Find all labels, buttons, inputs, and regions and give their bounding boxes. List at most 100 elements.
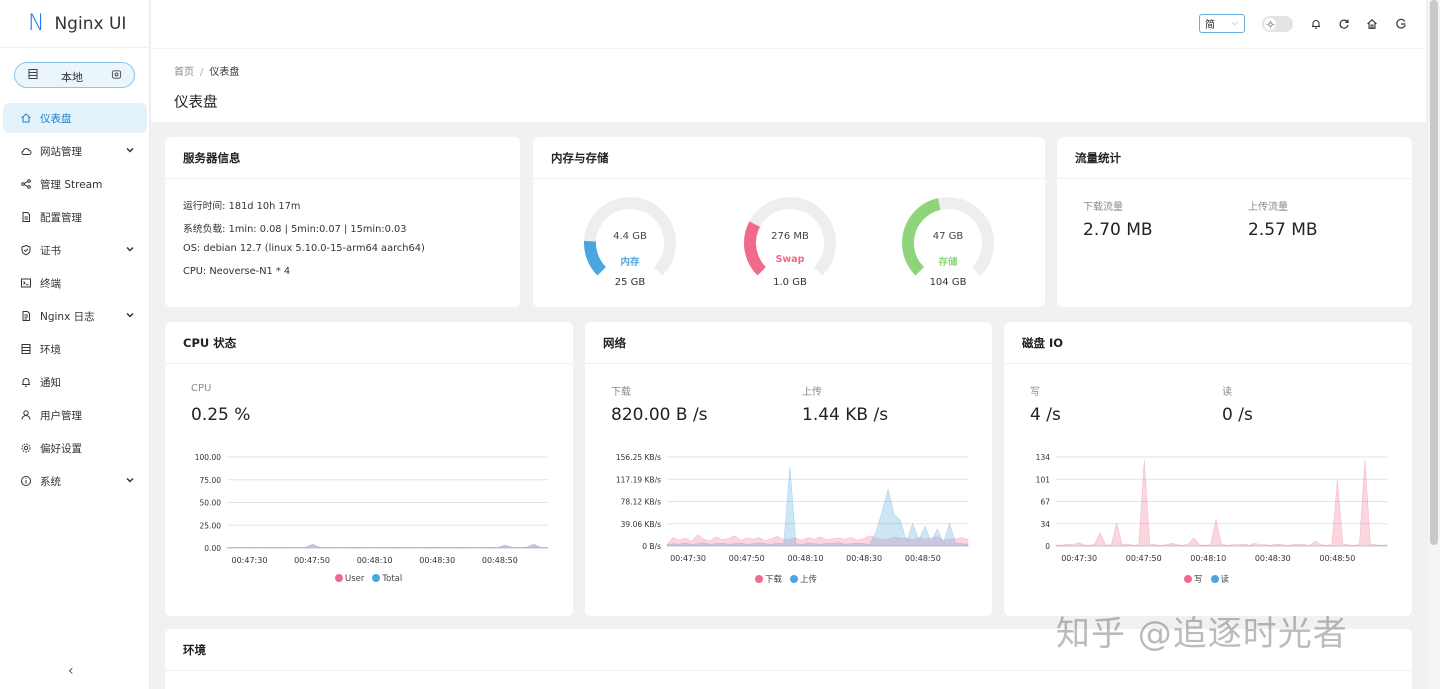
cpu-status-card: CPU 状态 CPU 0.25 % 100.00 75.00 50.00 25.00 0… (165, 322, 573, 616)
language-select[interactable]: 简 ⌵ (1199, 14, 1245, 33)
gauge-total: 104 GB (929, 277, 967, 288)
disk-io-chart: 134 101 67 34 0 00:47:30 00:47:50 00:48:10 00:48… (1004, 447, 1404, 576)
y-tick-label: 67 (1040, 498, 1050, 507)
disk-read-value: 0 /s (1222, 405, 1253, 425)
y-tick-label: 134 (1036, 453, 1051, 462)
disk-write-label: 写 (1030, 387, 1040, 398)
legend-label: 写 (1194, 575, 1203, 585)
x-tick-label: 00:48:10 (1190, 554, 1226, 563)
load-text: 系统负载: 1min: 0.08 | 5min:0.07 | 15min:0.0… (183, 224, 407, 235)
chevron-down-icon (125, 475, 135, 488)
memory-gauge-2: 276 MB Swap 1.0 GB (740, 193, 840, 293)
sidebar-item-10[interactable]: 用户管理 (3, 400, 147, 430)
sidebar-item-label: 偏好设置 (40, 442, 82, 455)
app-logo[interactable]: N Nginx UI (0, 0, 149, 48)
home-icon[interactable] (1365, 17, 1379, 31)
chevron-down-icon (125, 145, 135, 158)
disk-write-value: 4 /s (1030, 405, 1061, 425)
gauge-value: 4.4 GB (613, 231, 647, 242)
chart-svg: 100.00 75.00 50.00 25.00 0.00 00:47:30 00:47:5… (195, 453, 549, 565)
y-tick-label: 34 (1040, 520, 1050, 529)
terminal-icon (20, 277, 32, 289)
network-download-value: 820.00 B /s (611, 405, 708, 425)
legend-item[interactable]: 上传 (790, 573, 817, 585)
series-area-2 (226, 543, 549, 549)
legend-dot-icon (372, 574, 381, 582)
theme-toggle[interactable] (1262, 16, 1293, 32)
traffic-stats-card: 流量统计 下载流量 2.70 MB 上传流量 2.57 MB (1057, 137, 1412, 307)
legend-label: User (345, 574, 365, 584)
cpu-value: 0.25 % (191, 405, 251, 425)
sidebar-item-5[interactable]: 证书 (3, 235, 147, 265)
y-tick-label: 39.06 KB/s (621, 520, 661, 529)
legend-item[interactable]: 写 (1184, 573, 1203, 585)
sun-icon (1264, 18, 1276, 30)
gauge-name: 内存 (620, 257, 640, 268)
sidebar-item-4[interactable]: 配置管理 (3, 202, 147, 232)
disk-io-card: 磁盘 IO 写 4 /s 读 0 /s 134 101 67 34 0 00:47:30 0… (1004, 322, 1412, 616)
scrollbar-thumb[interactable] (1430, 0, 1438, 545)
sidebar-item-12[interactable]: 系统 (3, 466, 147, 496)
upload-traffic-value: 2.57 MB (1248, 220, 1318, 240)
logout-icon[interactable] (1394, 17, 1408, 31)
gauge-value: 47 GB (932, 231, 964, 242)
y-tick-label: 156.25 KB/s (616, 453, 661, 462)
gauge-ring (744, 197, 836, 289)
cpu-chart-legend: User Total (335, 574, 402, 584)
memory-storage-card: 内存与存储 4.4 GB 内存 25 GB 276 MB Swap 1.0 GB 47 GB… (533, 137, 1045, 307)
legend-item[interactable]: 读 (1210, 573, 1229, 585)
log-file-icon (20, 310, 32, 322)
sidebar-item-8[interactable]: 环境 (3, 334, 147, 364)
x-tick-label: 00:47:30 (232, 556, 268, 565)
download-traffic-label: 下载流量 (1083, 202, 1123, 213)
x-tick-label: 00:47:30 (1061, 554, 1097, 563)
legend-item[interactable]: User (335, 574, 364, 584)
language-value: 简 (1205, 20, 1215, 31)
legend-item[interactable]: Total (372, 574, 402, 584)
series-area-1 (666, 534, 969, 547)
share-icon (20, 178, 32, 190)
y-tick-label: 50.00 (200, 499, 222, 508)
card-title: 磁盘 IO (1004, 322, 1412, 364)
reload-icon[interactable] (1337, 17, 1351, 31)
watermark: 知乎 @追逐时光者 (1056, 614, 1348, 654)
network-upload-label: 上传 (802, 387, 822, 398)
sidebar-item-1[interactable]: 仪表盘 (3, 103, 147, 133)
uptime-text: 运行时间: 181d 10h 17m (183, 201, 301, 212)
legend-item[interactable]: 下载 (755, 573, 782, 585)
sidebar-item-11[interactable]: 偏好设置 (3, 433, 147, 463)
shield-check-icon (20, 244, 32, 256)
legend-dot-icon (790, 575, 799, 583)
card-title: 环境 (165, 629, 1412, 671)
sidebar-item-label: 环境 (40, 343, 61, 356)
breadcrumb-home[interactable]: 首页 (174, 67, 194, 78)
y-tick-label: 101 (1036, 475, 1051, 484)
x-tick-label: 00:47:50 (729, 554, 765, 563)
nginx-logo-icon: N (28, 11, 45, 36)
sidebar-item-9[interactable]: 通知 (3, 367, 147, 397)
page-scrollbar[interactable] (1428, 0, 1440, 689)
gauge-fill (744, 197, 836, 289)
database-icon (20, 343, 32, 355)
sidebar-item-6[interactable]: 终端 (3, 268, 147, 298)
disk-chart-legend: 写读 (1184, 573, 1229, 585)
sidebar-item-3[interactable]: 管理 Stream (3, 169, 147, 199)
server-icon (27, 68, 39, 83)
user-icon (20, 409, 32, 421)
download-traffic-value: 2.70 MB (1083, 220, 1153, 240)
os-text: OS: debian 12.7 (linux 5.10.0-15-arm64 a… (183, 243, 425, 254)
y-tick-label: 0.00 (204, 544, 221, 553)
collapse-sidebar-icon[interactable]: ‹ (68, 663, 74, 679)
app-name: Nginx UI (54, 13, 127, 34)
gauge-ring (902, 197, 994, 289)
gear-icon (20, 442, 32, 454)
network-chart-legend: 下载 上传 (755, 573, 817, 585)
sidebar-item-2[interactable]: 网站管理 (3, 136, 147, 166)
bell-icon[interactable] (1309, 17, 1323, 31)
memory-gauge-3: 47 GB 存储 104 GB (898, 193, 998, 293)
sidebar: N Nginx UI 本地 仪表盘 网站管理 管理 Stream 配置管理 证书 终端 Ng… (0, 0, 150, 689)
x-tick-label: 00:48:30 (846, 554, 882, 563)
card-title: 网络 (585, 322, 992, 364)
environment-switch[interactable]: 本地 (14, 62, 135, 88)
sidebar-item-7[interactable]: Nginx 日志 (3, 301, 147, 331)
